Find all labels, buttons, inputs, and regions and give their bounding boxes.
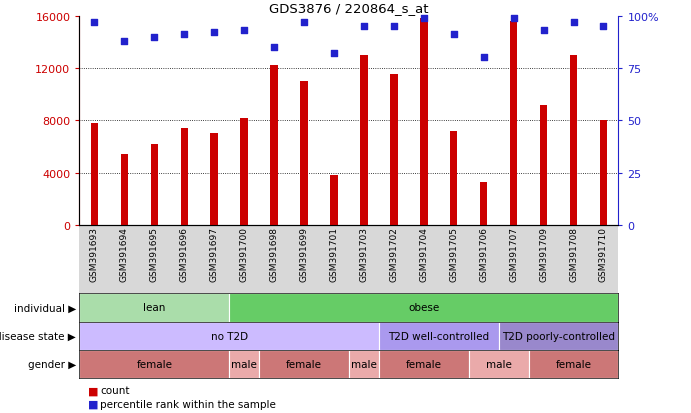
Bar: [301, 82, 307, 225]
Bar: [468, 350, 529, 378]
Text: male: male: [231, 359, 257, 369]
Point: [359, 24, 370, 30]
Bar: [180, 129, 188, 225]
Text: female: female: [136, 359, 172, 369]
Text: ■: ■: [88, 385, 98, 395]
Bar: [529, 350, 618, 378]
Bar: [420, 19, 428, 225]
Text: male: male: [486, 359, 511, 369]
Bar: [390, 75, 397, 225]
Bar: [330, 176, 338, 225]
Bar: [211, 134, 218, 225]
Bar: [79, 350, 229, 378]
Bar: [600, 121, 607, 225]
Text: female: female: [556, 359, 591, 369]
Text: T2D poorly-controlled: T2D poorly-controlled: [502, 331, 615, 341]
Point: [538, 28, 549, 34]
Point: [89, 19, 100, 26]
Bar: [79, 322, 379, 350]
Bar: [480, 183, 487, 225]
Bar: [570, 56, 577, 225]
Text: female: female: [406, 359, 442, 369]
Point: [209, 30, 220, 36]
Title: GDS3876 / 220864_s_at: GDS3876 / 220864_s_at: [269, 2, 428, 15]
Point: [568, 19, 579, 26]
Bar: [379, 350, 468, 378]
Text: no T2D: no T2D: [211, 331, 248, 341]
Text: obese: obese: [408, 303, 439, 313]
Point: [478, 55, 489, 62]
Text: T2D well-controlled: T2D well-controlled: [388, 331, 489, 341]
Bar: [91, 123, 98, 225]
Bar: [79, 294, 229, 322]
Point: [238, 28, 249, 34]
Text: disease state ▶: disease state ▶: [0, 331, 76, 341]
Point: [269, 45, 280, 51]
Bar: [240, 119, 248, 225]
Text: female: female: [286, 359, 322, 369]
Point: [598, 24, 609, 30]
Bar: [270, 66, 278, 225]
Text: individual ▶: individual ▶: [14, 303, 76, 313]
Point: [119, 38, 130, 45]
Point: [448, 32, 460, 39]
Bar: [349, 350, 379, 378]
Bar: [259, 350, 349, 378]
Bar: [540, 105, 547, 225]
Point: [179, 32, 190, 39]
Point: [388, 24, 399, 30]
Point: [149, 34, 160, 41]
Text: male: male: [351, 359, 377, 369]
Text: lean: lean: [143, 303, 166, 313]
Bar: [450, 131, 457, 225]
Point: [508, 15, 519, 22]
Bar: [360, 56, 368, 225]
Text: ■: ■: [88, 399, 98, 409]
Text: percentile rank within the sample: percentile rank within the sample: [100, 399, 276, 409]
Bar: [229, 294, 618, 322]
Bar: [510, 22, 518, 225]
Point: [418, 15, 429, 22]
Bar: [229, 350, 259, 378]
Text: gender ▶: gender ▶: [28, 359, 76, 369]
Point: [328, 51, 339, 57]
Bar: [379, 322, 499, 350]
Text: count: count: [100, 385, 130, 395]
Bar: [499, 322, 618, 350]
Point: [299, 19, 310, 26]
Bar: [121, 155, 128, 225]
Bar: [151, 145, 158, 225]
